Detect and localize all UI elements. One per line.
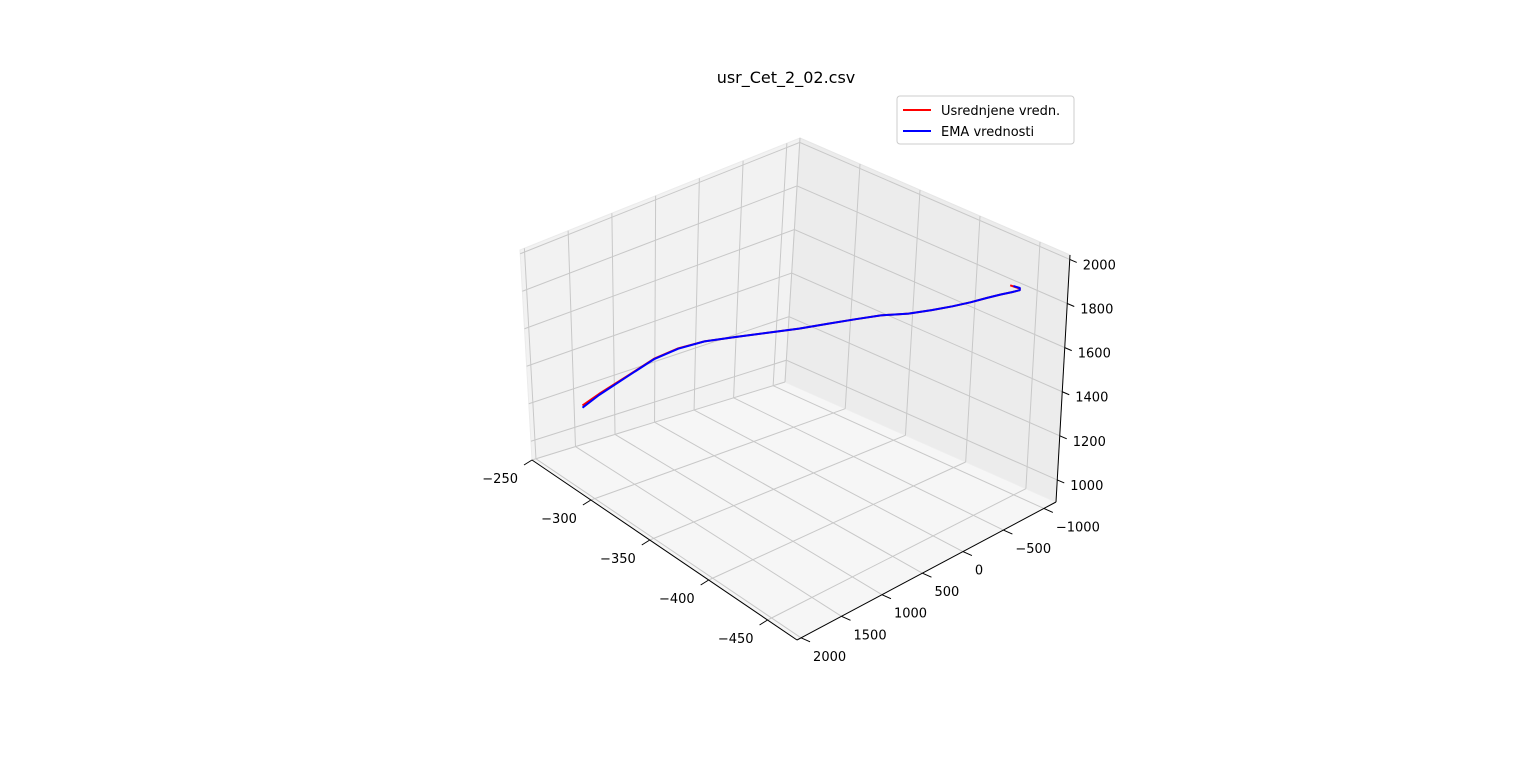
grid-line-x-wall — [965, 215, 981, 463]
grid-line-x-wall — [1025, 241, 1041, 489]
axis-lines — [531, 254, 1071, 641]
grid-line-y-wall — [772, 143, 788, 386]
x-tick-label: −350 — [600, 552, 636, 567]
series-line-1 — [581, 285, 1021, 409]
grid-line-y-wall — [523, 248, 537, 459]
grid-line-x-floor — [590, 408, 846, 501]
z-tick-label: 1600 — [1078, 347, 1111, 362]
x-tick-mark — [523, 459, 533, 466]
grid-line-y-floor — [575, 446, 842, 617]
x-tick-label: −250 — [482, 472, 518, 487]
grid-line-y-floor — [535, 458, 802, 639]
z-tick-label: 1800 — [1080, 303, 1113, 318]
grid-line-z — [524, 228, 1065, 349]
grid-line-y-floor — [693, 409, 964, 553]
grid-line-x-wall — [844, 163, 861, 409]
grid-line-z — [520, 141, 1070, 260]
y-tick-mark — [800, 637, 811, 643]
grid-line-x-floor — [531, 381, 786, 461]
x-tick-mark — [641, 539, 651, 546]
z-axis-line — [1055, 254, 1071, 503]
y-axis-line — [796, 501, 1057, 641]
x-axis-line — [531, 459, 798, 641]
z-tick-mark — [1062, 391, 1070, 396]
x-tick-label: −400 — [659, 592, 695, 607]
z-tick-label: 1000 — [1070, 479, 1103, 494]
y-tick-label: 2000 — [813, 650, 846, 665]
x-tick-mark — [759, 619, 768, 626]
grid-line-z — [526, 272, 1063, 393]
grid-line-z — [522, 185, 1068, 304]
grid-line-z — [528, 316, 1060, 437]
grid-line-x-floor — [649, 434, 906, 541]
grid-line-y-floor — [614, 433, 883, 596]
grid-line-y-floor — [654, 421, 923, 574]
y-tick-labels: −1000 −500 0 500 1000 1500 2000 — [800, 508, 1100, 665]
y-tick-label: 1000 — [894, 607, 927, 622]
legend-box — [896, 95, 1075, 145]
x-tick-mark — [582, 499, 592, 506]
y-tick-mark — [881, 594, 892, 600]
grid-line-y-floor — [733, 397, 1004, 531]
grid-line-y-wall — [611, 213, 616, 435]
y-tick-mark — [922, 572, 932, 578]
x-tick-mark — [700, 579, 709, 586]
y-tick-mark — [1003, 529, 1013, 535]
z-tick-label: 2000 — [1083, 258, 1116, 273]
y-tick-mark — [841, 615, 851, 621]
z-tick-mark — [1057, 479, 1065, 484]
legend-label-usrednjene: Usrednjene vredn. — [941, 104, 1060, 119]
y-tick-label: 1500 — [854, 628, 887, 643]
grid-line-y-wall — [733, 160, 744, 398]
series-lines — [581, 284, 1021, 409]
grid-line-x-floor — [767, 488, 1027, 621]
x-tick-label: −300 — [541, 512, 577, 527]
legend: Usrednjene vredn. EMA vrednosti — [896, 95, 1075, 145]
x-tick-labels: −250 −300 −350 −400 −450 — [482, 459, 768, 647]
grid-line-y-wall — [654, 195, 657, 423]
y-tick-label: 0 — [975, 564, 983, 579]
z-tick-labels: 1000 1200 1400 1600 1800 2000 — [1057, 258, 1116, 494]
y-tick-label: −1000 — [1056, 520, 1100, 535]
z-tick-label: 1400 — [1075, 391, 1108, 406]
grid-line-x-wall — [784, 137, 801, 383]
z-tick-mark — [1069, 258, 1077, 263]
grid-line-y-wall — [693, 178, 700, 411]
y-tick-label: 500 — [934, 585, 959, 600]
z-tick-label: 1200 — [1073, 435, 1106, 450]
legend-label-ema: EMA vrednosti — [941, 125, 1034, 140]
x-tick-label: −450 — [718, 632, 754, 647]
grid-line-x-floor — [708, 461, 966, 581]
grid-lines — [520, 137, 1070, 639]
z-tick-mark — [1064, 347, 1072, 352]
grid-line-y-floor — [772, 385, 1045, 509]
y-tick-label: −500 — [1015, 542, 1051, 557]
y-tick-mark — [1043, 508, 1054, 513]
y-tick-mark — [962, 551, 973, 557]
grid-line-z — [530, 359, 1058, 481]
z-tick-mark — [1059, 435, 1067, 440]
z-tick-mark — [1067, 303, 1075, 307]
chart-title: usr_Cet_2_02.csv — [717, 68, 856, 88]
grid-line-y-wall — [567, 230, 576, 447]
